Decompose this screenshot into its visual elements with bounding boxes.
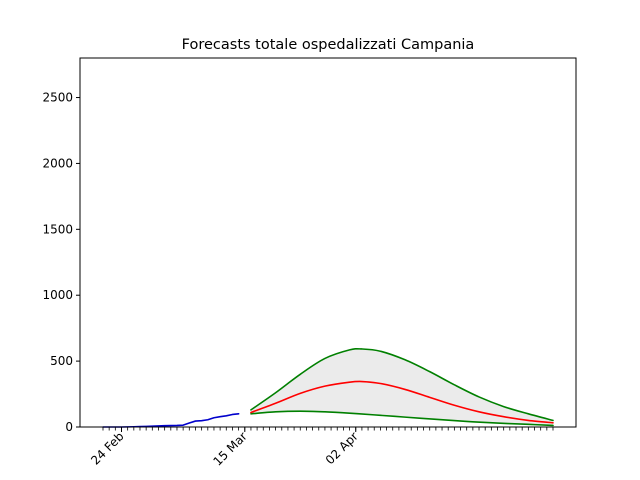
- series-line-forecast-central: [250, 380, 554, 424]
- y-tick-label: 2000: [42, 156, 73, 170]
- y-tick-label: 1000: [42, 288, 73, 302]
- y-tick-label: 2500: [42, 91, 73, 105]
- plot-area: [102, 347, 554, 428]
- y-axis: 0 500 1000 1500 2000 2500: [42, 91, 80, 434]
- plot-frame: [79, 57, 577, 428]
- y-tick-label: 500: [50, 354, 73, 368]
- forecast-band: [250, 348, 553, 426]
- y-tick-label: 0: [65, 420, 73, 434]
- series-line-forecast-lower: [250, 410, 554, 427]
- series-line-forecast-upper: [250, 347, 554, 422]
- chart-title: Forecasts totale ospedalizzati Campania: [182, 37, 475, 53]
- y-tick-label: 1500: [42, 222, 73, 236]
